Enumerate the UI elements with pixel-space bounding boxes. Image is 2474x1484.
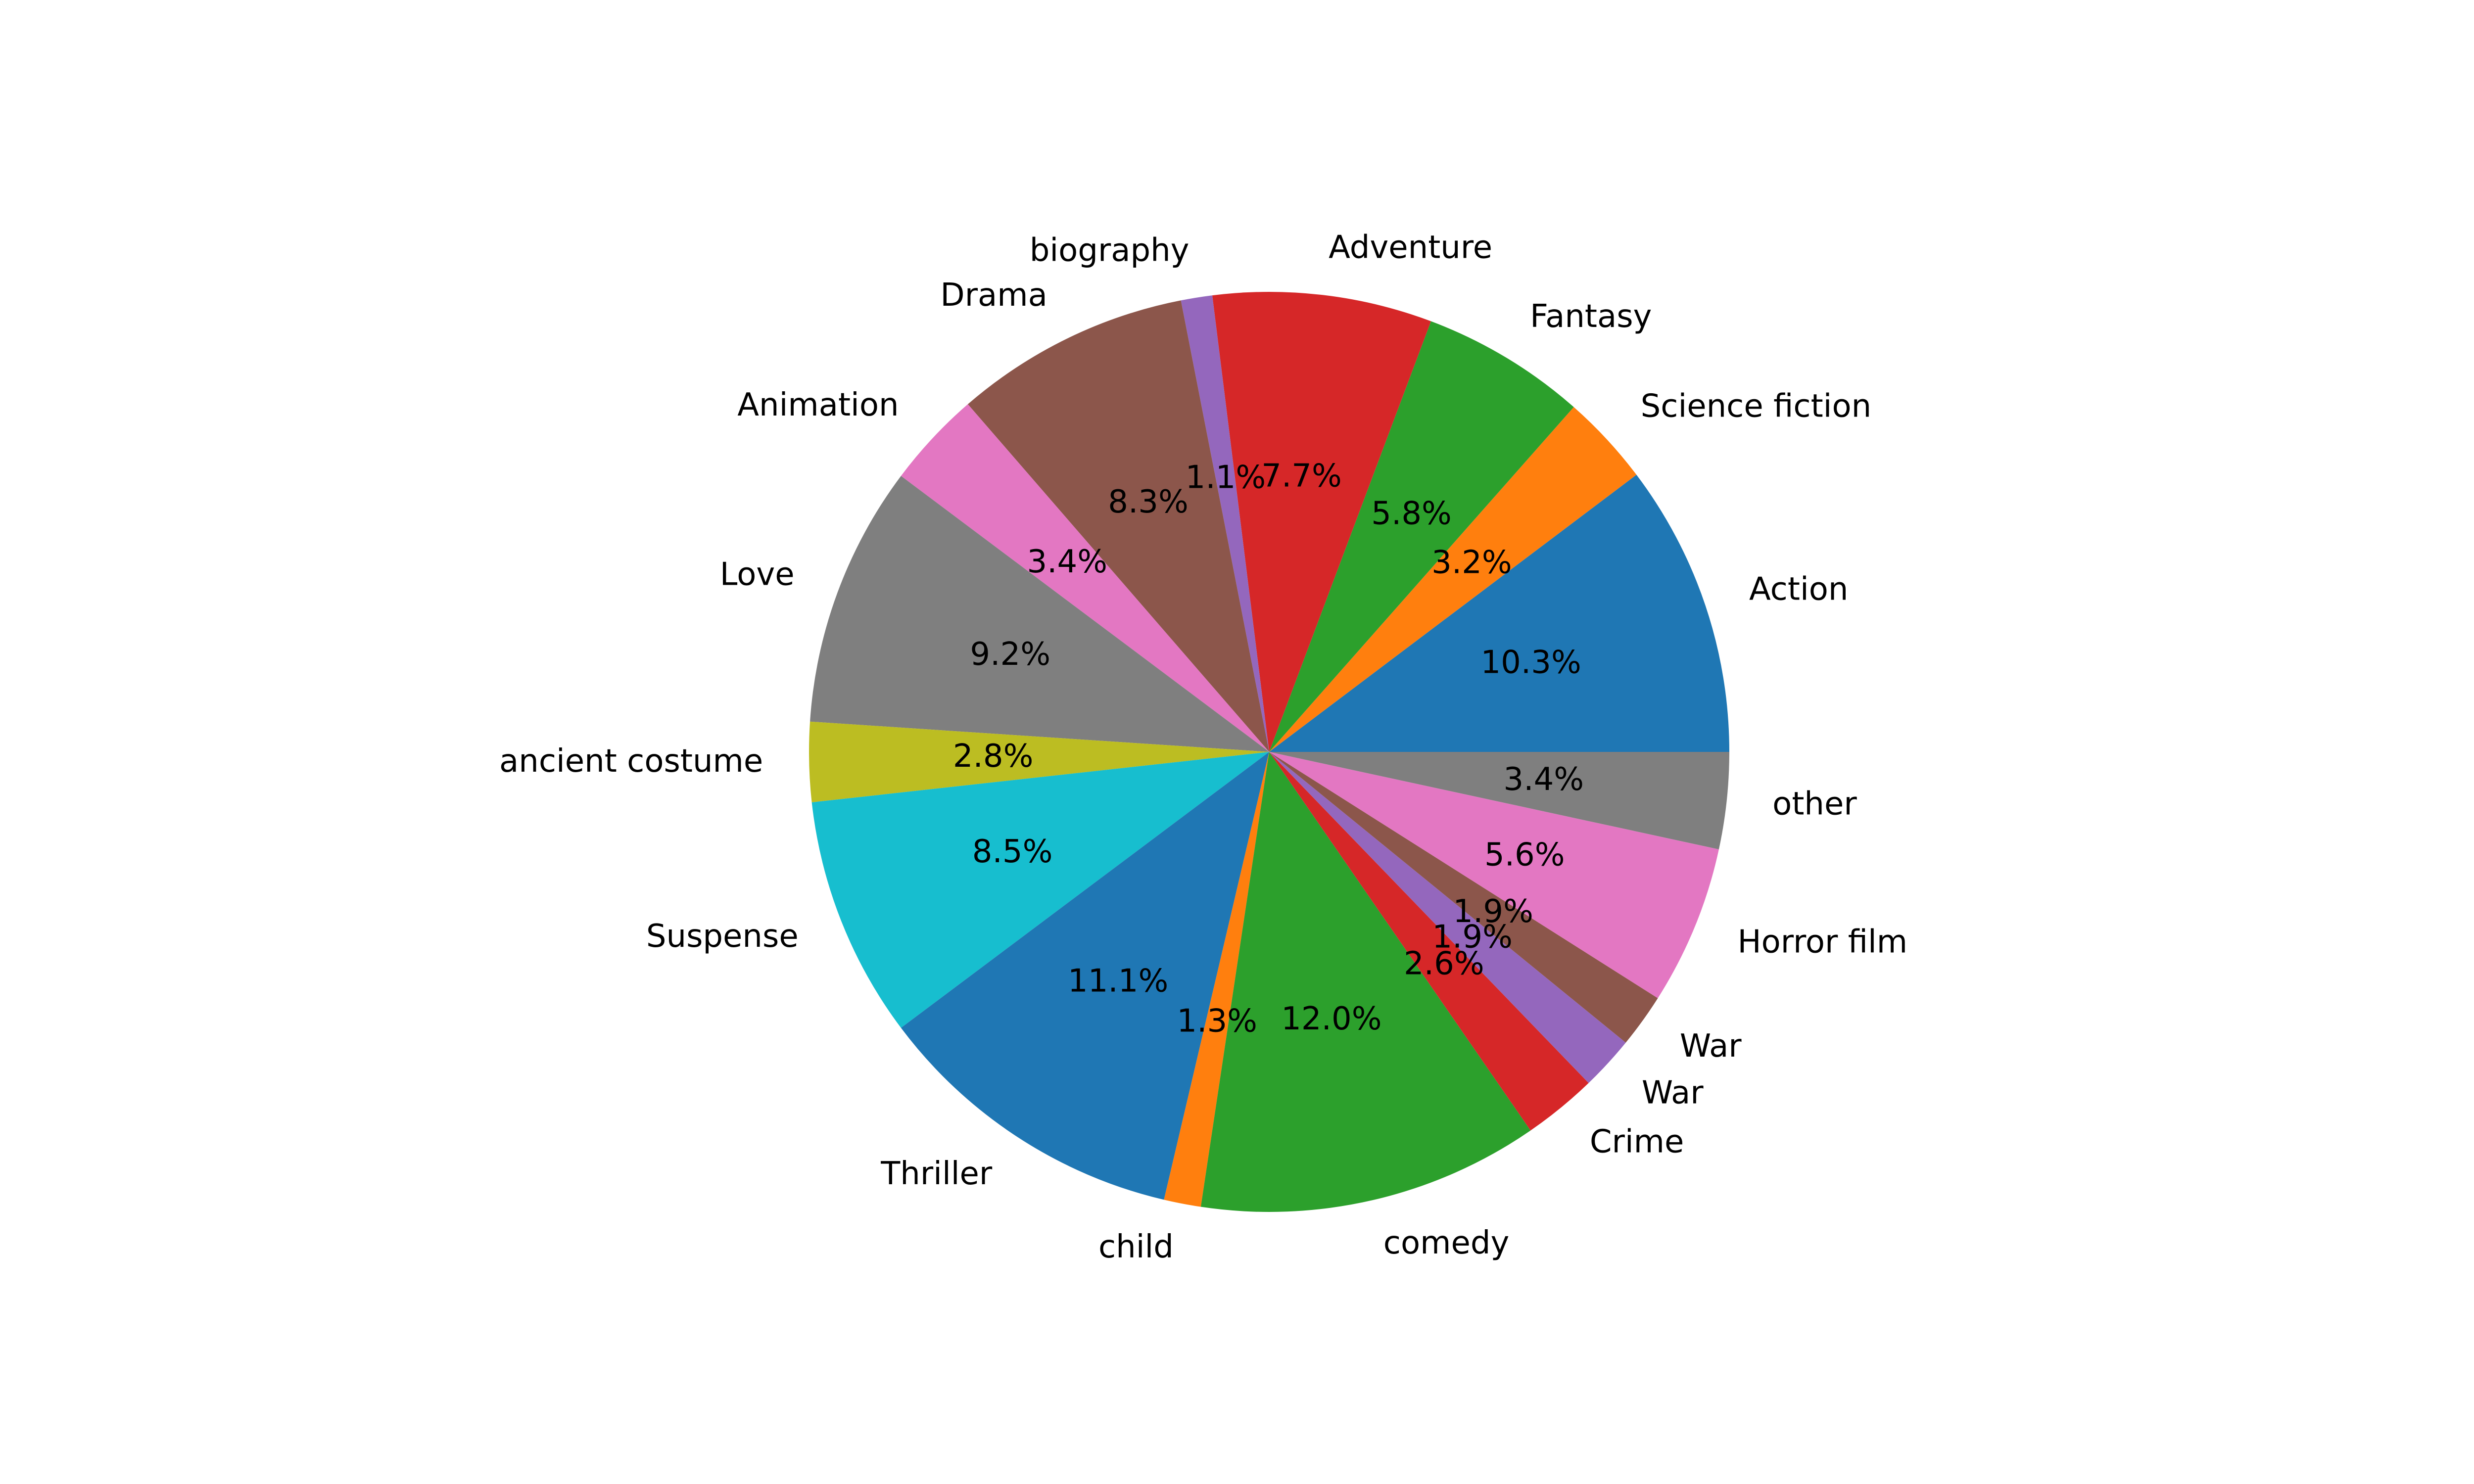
slice-value-label-suspense-9: 8.5% (972, 834, 1053, 870)
pie-slice-war-15 (1269, 752, 1658, 1043)
pie-slice-comedy-12 (1200, 752, 1531, 1212)
slice-label-animation-6: Animation (737, 387, 899, 423)
pie-slice-biography-4 (1181, 295, 1269, 752)
slice-label-comedy-12: comedy (1383, 1225, 1510, 1261)
pie-slice-science-fiction-1 (1269, 407, 1637, 752)
slice-label-fantasy-2: Fantasy (1530, 298, 1652, 335)
slice-label-crime-13: Crime (1590, 1123, 1684, 1160)
slice-value-label-action-0: 10.3% (1480, 644, 1581, 681)
slice-label-action-0: Action (1749, 571, 1848, 608)
pie-slice-love-7 (810, 476, 1269, 752)
pie-slice-fantasy-2 (1269, 321, 1574, 752)
slice-value-label-adventure-3: 7.7% (1261, 458, 1342, 494)
slice-label-war-15: War (1680, 1028, 1742, 1065)
pie-slice-other-17 (1269, 752, 1729, 849)
slice-value-label-ancient-costume-8: 2.8% (953, 738, 1034, 775)
slice-label-thriller-10: Thriller (880, 1156, 993, 1192)
slice-value-label-war-15: 1.9% (1453, 893, 1533, 930)
pie-slice-ancient-costume-8 (809, 721, 1269, 802)
slice-value-label-thriller-10: 11.1% (1068, 963, 1168, 1000)
pie-slice-action-0 (1269, 474, 1729, 752)
pie-slice-thriller-10 (901, 752, 1269, 1200)
pie-labels: Action 10.3% Science fiction 3.2% Fantasy 5.8… (499, 230, 1907, 1266)
pie-slice-drama-5 (967, 300, 1269, 752)
slice-value-label-science-fiction-1: 3.2% (1431, 544, 1512, 581)
slice-value-label-love-7: 9.2% (970, 636, 1050, 673)
pie-slice-suspense-9 (811, 752, 1269, 1028)
slice-label-horror-film-16: Horror film (1738, 924, 1908, 961)
slice-value-label-fantasy-2: 5.8% (1371, 495, 1452, 532)
pie-slice-animation-6 (901, 404, 1269, 752)
slice-value-label-biography-4: 1.1% (1186, 460, 1266, 496)
pie-slice-horror-film-16 (1269, 752, 1719, 998)
slice-value-label-drama-5: 8.3% (1108, 484, 1189, 520)
slice-label-science-fiction-1: Science fiction (1641, 388, 1872, 425)
pie-slice-adventure-3 (1212, 291, 1431, 752)
slice-value-label-comedy-12: 12.0% (1281, 1001, 1381, 1037)
slice-label-ancient-costume-8: ancient costume (499, 743, 763, 780)
slice-label-suspense-9: Suspense (646, 918, 799, 955)
slice-label-drama-5: Drama (940, 277, 1047, 314)
slice-label-biography-4: biography (1030, 232, 1189, 269)
slice-value-label-child-11: 1.3% (1177, 1003, 1257, 1040)
slice-label-other-17: other (1772, 786, 1857, 823)
slice-value-label-war-14: 1.9% (1432, 919, 1513, 955)
slice-value-label-animation-6: 3.4% (1027, 544, 1107, 580)
pie-slice-crime-13 (1269, 752, 1589, 1131)
pie-slice-war-14 (1269, 752, 1626, 1083)
slice-label-adventure-3: Adventure (1329, 230, 1492, 266)
slice-label-war-14: War (1642, 1074, 1704, 1111)
slice-label-child-11: child (1098, 1229, 1174, 1265)
pie-slices (809, 291, 1729, 1212)
pie-slice-child-11 (1164, 752, 1269, 1207)
slice-label-love-7: Love (720, 556, 795, 593)
slice-value-label-crime-13: 2.6% (1404, 945, 1484, 982)
slice-value-label-horror-film-16: 5.6% (1484, 836, 1565, 873)
slice-value-label-other-17: 3.4% (1504, 761, 1584, 798)
